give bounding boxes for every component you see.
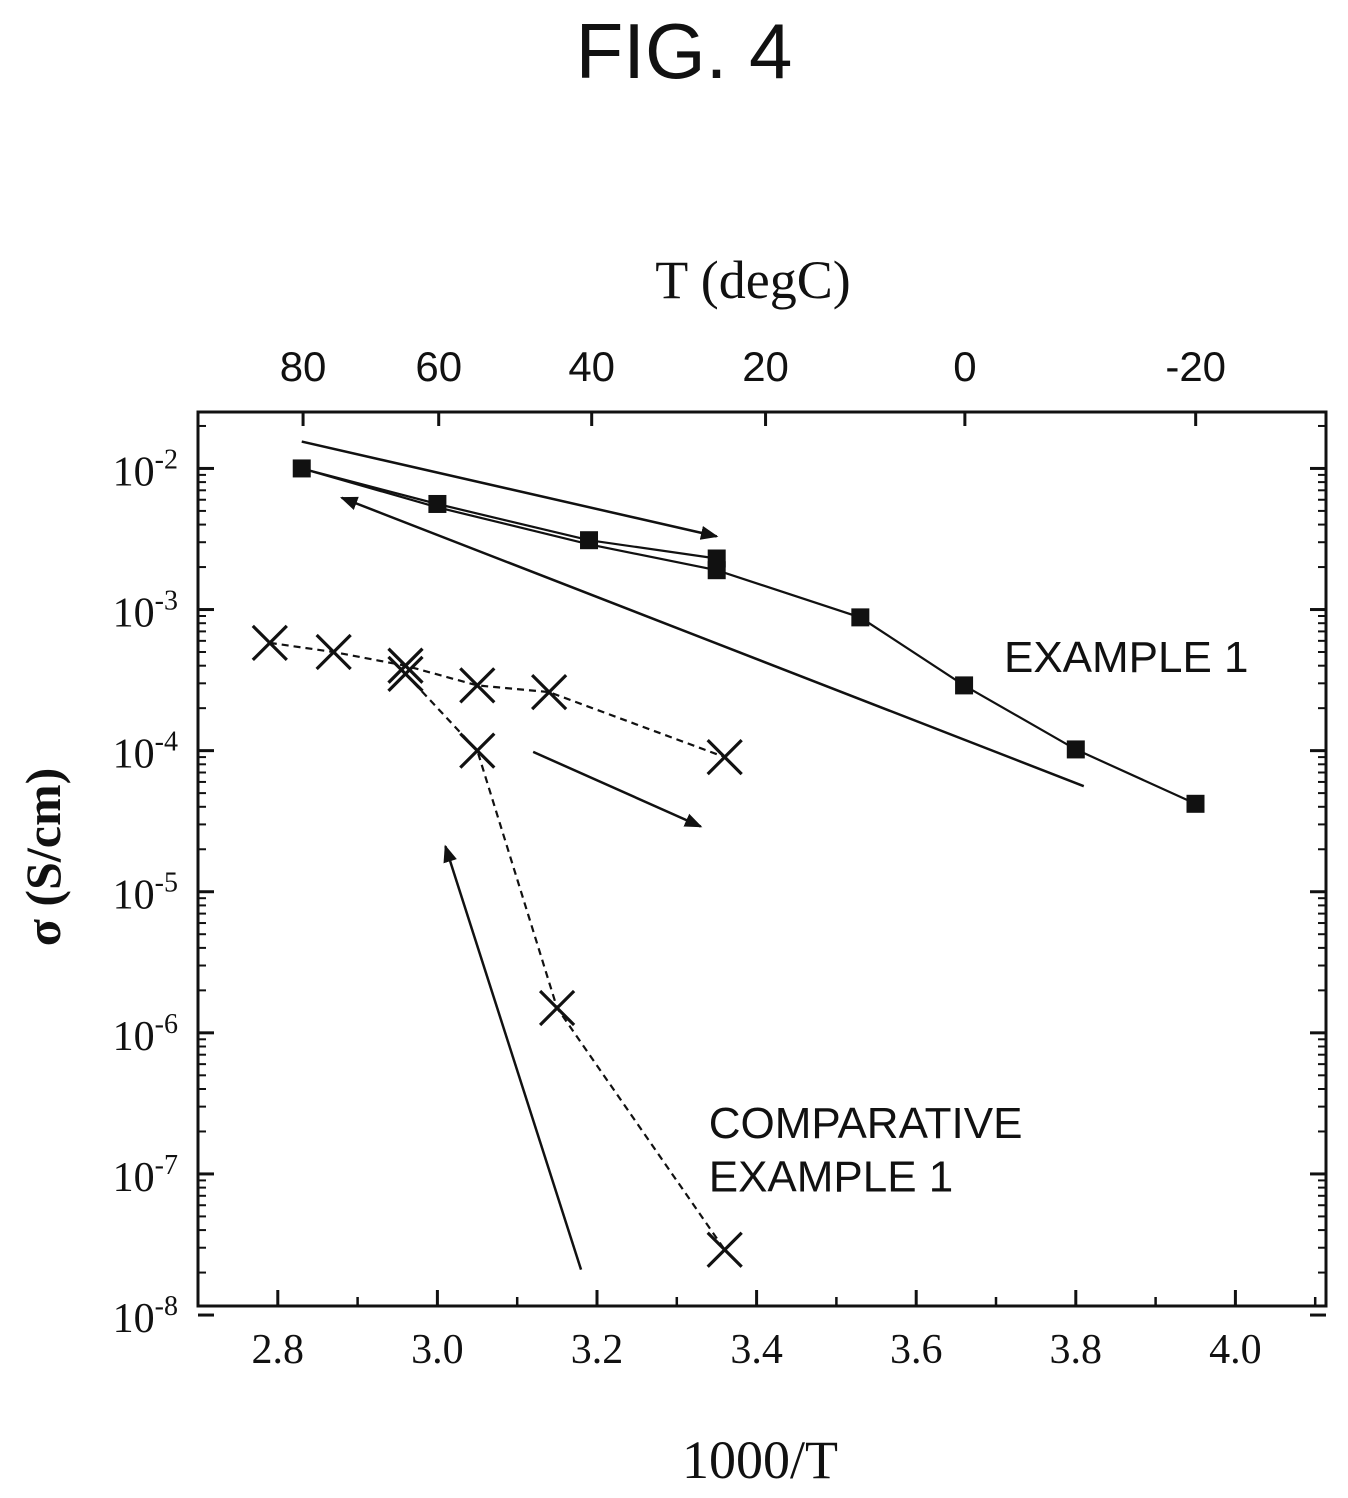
x-marker-stroke [387, 655, 424, 693]
x-marker-stroke [530, 673, 568, 711]
x-tick-label: 4.0 [1209, 1327, 1262, 1373]
y-tick-label: 10-4 [113, 727, 178, 778]
x-marker-stroke [706, 738, 743, 776]
x-marker-stroke [387, 647, 424, 684]
top-tick-label: -20 [1165, 343, 1226, 390]
x-marker-stroke [538, 989, 576, 1027]
example-1-square-marker [707, 561, 726, 580]
top-tick-label: 80 [280, 343, 327, 390]
plot-frame [196, 410, 1328, 1308]
series-annotation: COMPARATIVE [709, 1099, 1023, 1148]
figure-title: FIG. 4 [576, 7, 793, 95]
x-marker-stroke [459, 732, 496, 769]
x-marker-stroke [251, 624, 288, 662]
series-lines [269, 467, 1196, 1251]
example-1-square-marker [580, 531, 599, 550]
comparative-1-x-marker [387, 655, 424, 693]
top-tick-label: 20 [742, 343, 789, 390]
example-1-square-marker [851, 608, 870, 627]
comparative-1-x-marker [387, 647, 424, 684]
y-axis-label: σ (S/cm) [15, 768, 71, 947]
y-tick-label: 10-5 [113, 868, 178, 919]
example-1-square-marker [1186, 794, 1205, 813]
data-markers [251, 459, 1205, 1268]
comparative-1-x-marker [530, 673, 568, 711]
example-1-square-marker [428, 494, 447, 513]
direction-arrow [532, 750, 703, 828]
axis-ticks [196, 412, 1326, 1317]
example-1-square-marker [1066, 740, 1085, 759]
x-tick-label: 3.4 [730, 1327, 783, 1373]
comparative-1-x-marker [706, 738, 743, 776]
direction-arrow [340, 496, 1085, 788]
y-tick-label: 10-8 [113, 1291, 178, 1342]
top-tick-label: 40 [568, 343, 615, 390]
example-1-heating-line [301, 467, 717, 560]
example-1-cooling-line [301, 467, 1196, 805]
x-tick-label: 3.2 [571, 1327, 624, 1373]
direction-arrows [301, 440, 1085, 1270]
x-tick-label: 2.8 [252, 1327, 305, 1373]
x-marker-stroke [315, 633, 352, 671]
top-tick-label: 0 [953, 343, 976, 390]
y-tick-label: 10-3 [113, 586, 178, 637]
comparative-1-x-marker [706, 1231, 743, 1268]
direction-arrow [301, 440, 719, 540]
example-1-square-marker [292, 459, 311, 478]
comparative-1-path-b-line [404, 673, 726, 1251]
x-marker-stroke [459, 667, 496, 704]
x-tick-label: 3.6 [890, 1327, 943, 1373]
top-tick-label: 60 [415, 343, 462, 390]
tick-labels: 2.8 3.0 3.2 3.4 3.6 3.8 4.0 80 60 40 20 0 -20 10-2 10-… [113, 343, 1262, 1373]
comparative-1-x-marker [459, 667, 496, 704]
x-marker-stroke [706, 1231, 743, 1268]
series-annotation: EXAMPLE 1 [709, 1153, 954, 1202]
comparative-1-path-a-line [269, 641, 726, 759]
comparative-1-x-marker [538, 989, 576, 1027]
y-tick-label: 10-2 [113, 444, 178, 495]
top-axis-label: T (degC) [655, 250, 850, 310]
y-tick-label: 10-7 [113, 1150, 178, 1201]
direction-arrow [443, 844, 583, 1270]
comparative-1-x-marker [315, 633, 352, 671]
comparative-1-x-marker [459, 732, 496, 769]
example-1-square-marker [955, 676, 974, 695]
series-annotation: EXAMPLE 1 [1004, 633, 1249, 682]
x-axis-label: 1000/T [682, 1430, 838, 1490]
y-tick-label: 10-6 [113, 1009, 178, 1060]
x-tick-label: 3.8 [1050, 1327, 1103, 1373]
series-annotations: EXAMPLE 1 COMPARATIVE EXAMPLE 1 [709, 633, 1249, 1201]
x-tick-label: 3.0 [411, 1327, 464, 1373]
comparative-1-x-marker [251, 624, 288, 662]
